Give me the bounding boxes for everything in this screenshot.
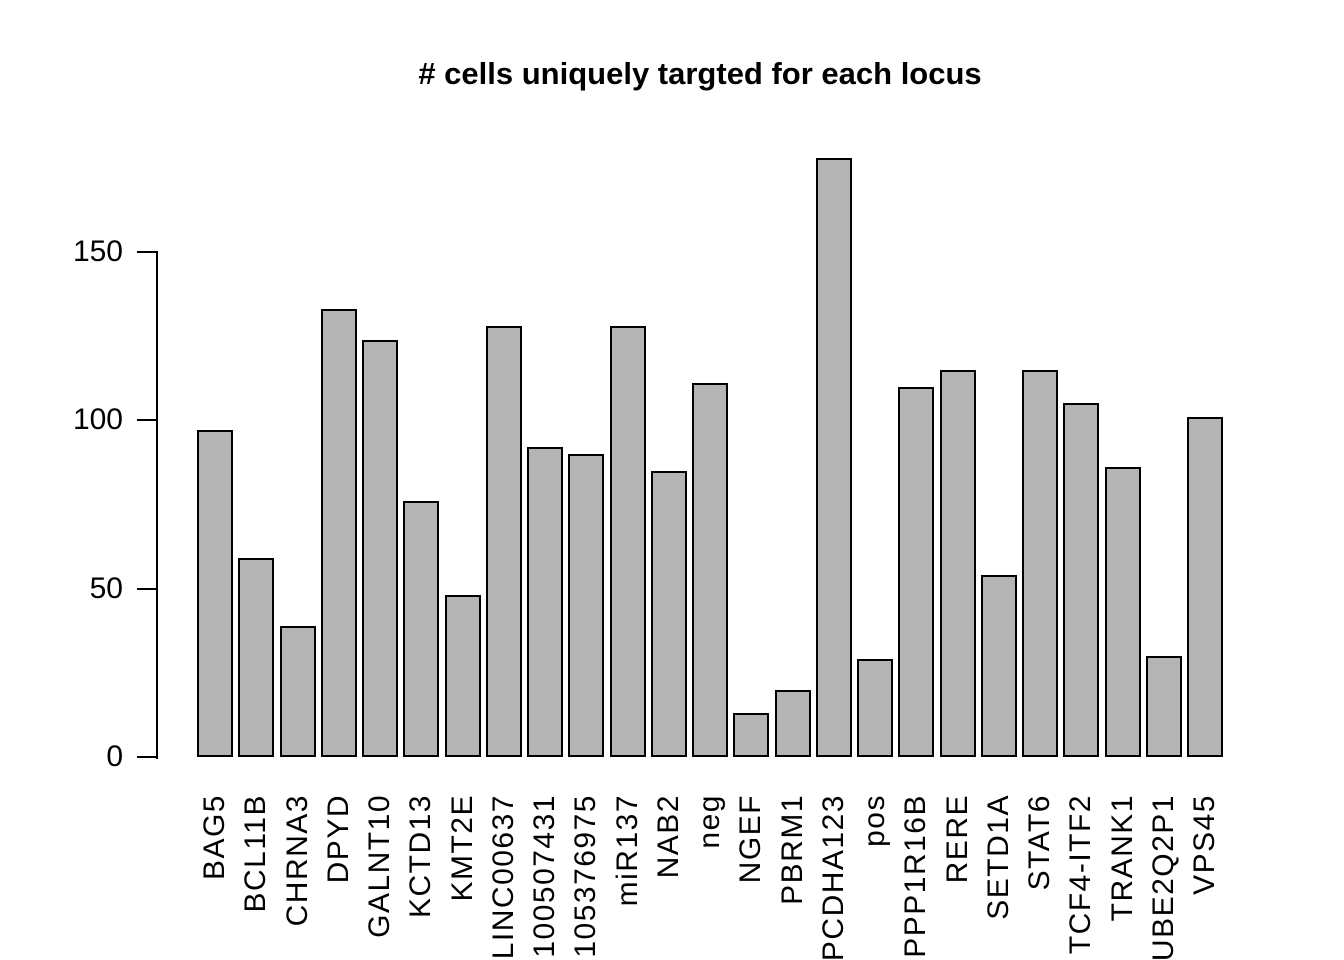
x-tick-label: NGEF [734, 794, 767, 884]
x-tick-label: BCL11B [239, 794, 272, 913]
bar [940, 370, 976, 757]
x-tick-label: PPP1R16B [899, 794, 932, 958]
x-tick-label: 100507431 [528, 794, 561, 958]
x-tick-label: STAT6 [1023, 794, 1056, 891]
y-tick-label: 0 [106, 740, 123, 773]
x-tick-label: VPS45 [1188, 794, 1221, 895]
x-tick-label: CHRNA3 [281, 794, 314, 927]
chart-title: # cells uniquely targted for each locus [418, 56, 982, 91]
y-tick-label: 50 [89, 571, 123, 605]
x-tick-label: TCF4-ITF2 [1064, 794, 1097, 955]
bar [651, 471, 687, 757]
bar [733, 713, 769, 757]
x-tick-label: LINC00637 [487, 794, 520, 960]
x-tick-label: RERE [941, 794, 974, 884]
y-tick [137, 251, 157, 253]
y-tick [137, 756, 157, 758]
bar [445, 595, 481, 757]
x-tick-label: KCTD13 [404, 794, 437, 919]
bar [362, 340, 398, 757]
y-tick [137, 419, 157, 422]
x-tick-label: PCDHA123 [817, 794, 850, 960]
bar [238, 558, 274, 757]
x-tick-label: NAB2 [652, 794, 685, 879]
x-tick-label: 105376975 [569, 794, 602, 958]
bar [1105, 467, 1141, 757]
x-tick-label: PBRM1 [776, 794, 809, 905]
x-tick-label: GALNT10 [363, 794, 396, 938]
bar [486, 326, 522, 757]
bar [1187, 417, 1223, 757]
y-axis-line [156, 251, 158, 759]
x-tick-label: BAG5 [198, 794, 231, 881]
bar [816, 158, 852, 757]
x-tick-label: miR137 [611, 794, 644, 907]
bar [197, 430, 233, 757]
bar [403, 501, 439, 757]
y-tick-label: 150 [72, 235, 123, 268]
bar [321, 309, 357, 757]
x-tick-label: neg [693, 794, 726, 849]
bar [692, 383, 728, 757]
x-tick-label: DPYD [322, 794, 355, 884]
x-tick-label: KMT2E [446, 794, 479, 902]
bar [1146, 656, 1182, 757]
bar [1022, 370, 1058, 757]
x-tick-label: TRANK1 [1106, 794, 1139, 922]
y-tick-label: 100 [72, 403, 123, 437]
bar [857, 659, 893, 757]
bar [981, 575, 1017, 757]
x-tick-label: SETD1A [982, 794, 1015, 920]
bar [568, 454, 604, 757]
bar [527, 447, 563, 757]
bar [280, 626, 316, 757]
bar [1063, 403, 1099, 757]
bar [610, 326, 646, 757]
x-tick-label: UBE2Q2P1 [1147, 794, 1180, 960]
bar [898, 387, 934, 757]
x-tick-label: pos [858, 794, 891, 847]
bar [775, 690, 811, 757]
y-tick [137, 587, 157, 590]
